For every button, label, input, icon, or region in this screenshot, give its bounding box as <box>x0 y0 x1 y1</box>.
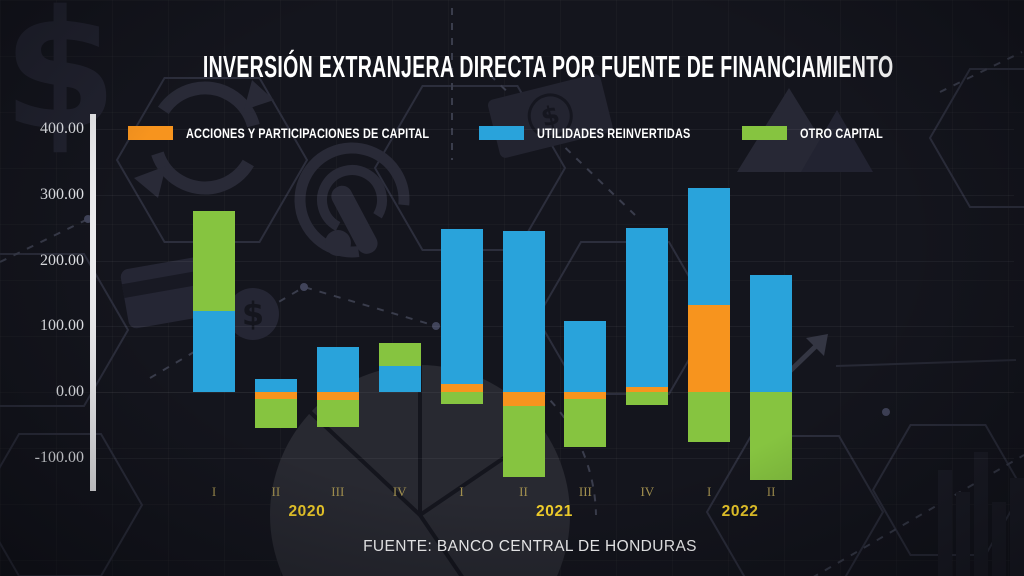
bar-segment <box>626 227 669 387</box>
svg-text:$: $ <box>242 295 264 333</box>
y-axis-tick-label: 0.00 <box>56 383 84 400</box>
bar-segment <box>440 383 483 392</box>
chart-title-text: INVERSIÓN EXTRANJERA DIRECTA POR FUENTE … <box>202 49 894 84</box>
x-axis-quarter-label: IV <box>640 484 655 499</box>
y-axis-tick-label: -100.00 <box>34 448 84 466</box>
bar-segment <box>688 392 731 442</box>
y-gridline <box>96 129 1014 131</box>
coin-icon: $ <box>227 288 279 340</box>
legend-swatch-utilidades <box>479 126 524 140</box>
y-axis-tick-label: 300.00 <box>40 185 84 203</box>
y-axis-tick-label: 400.00 <box>40 120 84 138</box>
legend-item-acciones: ACCIONES Y PARTICIPACIONES DE CAPITAL <box>128 125 498 141</box>
bar-segment <box>502 392 545 406</box>
touch-icon <box>294 142 410 258</box>
bar-segment <box>254 378 297 392</box>
bar-segment <box>440 392 483 404</box>
x-axis-quarter-label: I <box>707 484 712 499</box>
x-axis-quarter-label: I <box>459 484 464 499</box>
x-axis-quarter-label: II <box>766 484 776 499</box>
bar-segment <box>193 211 235 311</box>
y-gridline <box>96 194 1014 196</box>
x-axis-quarter-label: II <box>519 484 528 499</box>
y-gridline <box>96 326 1014 328</box>
bar-segment <box>254 392 297 400</box>
bar-segment <box>502 231 545 392</box>
svg-text:$: $ <box>3 0 118 167</box>
chart-title: INVERSIÓN EXTRANJERA DIRECTA POR FUENTE … <box>0 49 1024 85</box>
legend-item-otro: OTRO CAPITAL <box>742 125 906 141</box>
bar-segment <box>626 392 669 405</box>
legend-label-acciones: ACCIONES Y PARTICIPACIONES DE CAPITAL <box>186 125 430 141</box>
bar-segment <box>688 188 731 306</box>
source-caption: FUENTE: BANCO CENTRAL DE HONDURAS <box>363 538 697 555</box>
x-axis-quarter-label: I <box>211 484 217 499</box>
bar-segment <box>564 392 607 399</box>
bar-segment <box>193 310 235 392</box>
legend-item-utilidades: UTILIDADES REINVERTIDAS <box>479 125 734 141</box>
bar-segment <box>750 392 793 480</box>
y-gridline <box>96 457 1014 459</box>
bar-segment <box>254 399 297 429</box>
bar-segment <box>316 399 359 428</box>
y-axis-line <box>90 114 96 491</box>
x-axis-year-label: 2021 <box>536 503 573 520</box>
bar-segment <box>626 386 669 392</box>
legend-swatch-otro <box>742 126 787 140</box>
mountains-icon <box>737 88 873 172</box>
building-bars-silhouette <box>938 452 1024 576</box>
bar-segment <box>440 228 483 384</box>
x-axis-quarter-label: II <box>271 484 281 499</box>
bar-segment <box>316 392 359 400</box>
bar-segment <box>316 346 359 392</box>
bar-segment <box>564 321 607 392</box>
y-axis-tick-label: 200.00 <box>40 251 84 269</box>
x-axis-year-label: 2022 <box>721 503 759 520</box>
legend-swatch-acciones <box>128 126 173 140</box>
x-axis-quarter-label: IV <box>392 484 407 499</box>
bar-segment <box>750 275 793 392</box>
bar-segment <box>378 365 421 392</box>
bar-segment <box>688 305 731 392</box>
refresh-arrows-icon <box>134 80 274 198</box>
legend-label-otro: OTRO CAPITAL <box>800 125 883 141</box>
y-axis-tick-label: 100.00 <box>40 317 84 335</box>
legend-label-utilidades: UTILIDADES REINVERTIDAS <box>537 125 691 141</box>
bar-segment <box>564 398 607 448</box>
bar-segment <box>378 342 421 366</box>
y-gridline <box>96 392 1014 393</box>
x-axis-quarter-label: III <box>578 484 592 499</box>
dollar-sign-deco: $ <box>3 0 118 167</box>
pointer-finger <box>325 185 378 256</box>
x-axis-quarter-label: III <box>331 484 345 499</box>
y-gridline <box>96 260 1014 262</box>
bar-segment <box>502 405 545 478</box>
x-axis-year-label: 2020 <box>288 503 326 520</box>
